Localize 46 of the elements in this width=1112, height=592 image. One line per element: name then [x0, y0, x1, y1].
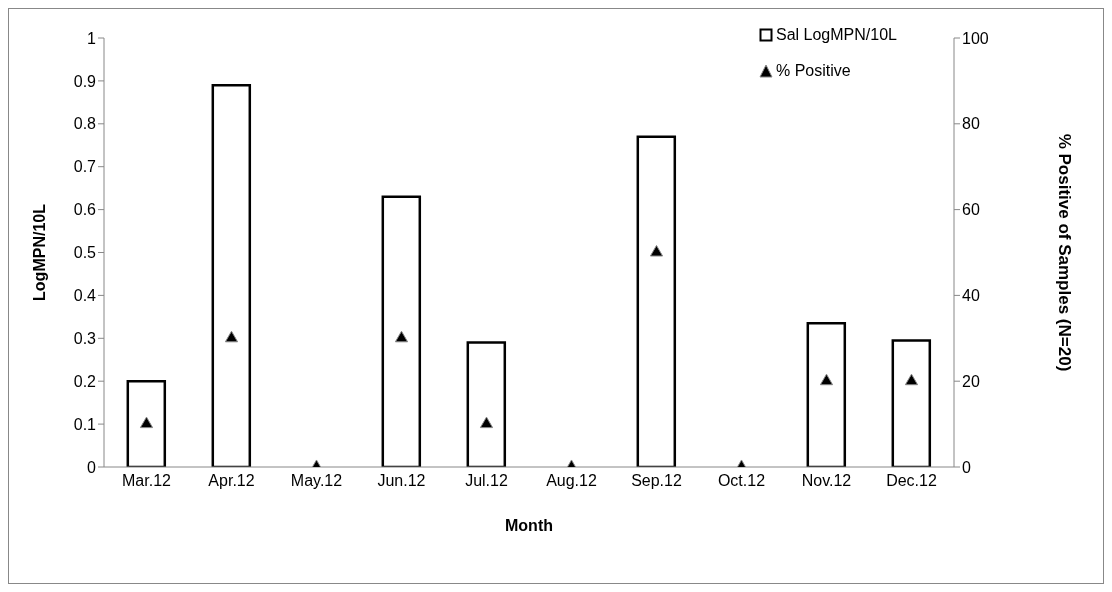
x-tick-label: Apr.12 — [208, 472, 255, 490]
y-tick-label: 0.4 — [73, 287, 97, 305]
x-tick-label: Jul.12 — [465, 472, 508, 490]
y-tick-label: 0.8 — [73, 115, 97, 133]
y2-tick-label: 80 — [962, 115, 980, 133]
legend-label: % Positive — [776, 62, 851, 80]
point — [394, 330, 409, 343]
y2-axis-title: % Positive of Samples (N=20) — [1054, 133, 1074, 372]
x-tick-label: Mar.12 — [122, 472, 172, 490]
point — [224, 330, 239, 343]
point — [819, 373, 834, 386]
y-tick-label: 1 — [87, 29, 97, 47]
x-tick-label: Oct.12 — [717, 472, 766, 490]
y-tick-label: 0.1 — [73, 415, 97, 433]
y2-tick-label: 100 — [962, 29, 989, 47]
x-tick-label: Sep.12 — [631, 472, 682, 490]
x-tick-label: Nov.12 — [801, 472, 852, 490]
y-tick-label: 0.5 — [73, 244, 97, 262]
bar — [636, 135, 677, 467]
bar — [211, 83, 252, 467]
y2-tick-label: 40 — [962, 287, 980, 305]
bar — [381, 195, 422, 467]
point — [479, 416, 494, 429]
legend-label: Sal LogMPN/10L — [776, 26, 897, 44]
y2-tick-label: 60 — [962, 201, 980, 219]
y-tick-label: 0.7 — [73, 158, 97, 176]
bar — [126, 379, 167, 467]
point — [904, 373, 919, 386]
x-tick-label: Jun.12 — [377, 472, 426, 490]
x-axis-title: Month — [505, 517, 553, 534]
y-tick-label: 0.3 — [73, 329, 97, 347]
y-tick-label: 0.9 — [73, 72, 97, 90]
y-tick-label: 0.2 — [73, 372, 97, 390]
y-tick-label: 0.6 — [73, 201, 97, 219]
y-tick-label: 0 — [87, 458, 97, 476]
x-tick-label: Aug.12 — [546, 472, 597, 490]
y2-tick-label: 0 — [962, 458, 971, 476]
point — [139, 416, 154, 429]
bar — [466, 341, 507, 467]
bar — [891, 339, 932, 467]
point — [649, 244, 664, 257]
x-tick-label: Dec.12 — [886, 472, 937, 490]
y2-tick-label: 20 — [962, 372, 980, 390]
bar — [806, 322, 847, 467]
y-axis-title: LogMPN/10L — [30, 203, 48, 301]
x-tick-label: May.12 — [290, 472, 343, 490]
